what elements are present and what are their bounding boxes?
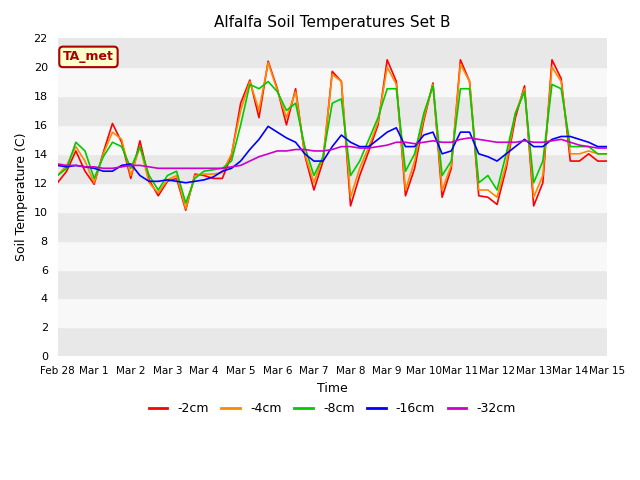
Bar (58, 270, 607, 299)
Bar (58, 96, 607, 125)
X-axis label: Time: Time (317, 382, 348, 395)
Bar (58, 327, 607, 356)
Legend: -2cm, -4cm, -8cm, -16cm, -32cm: -2cm, -4cm, -8cm, -16cm, -32cm (143, 397, 521, 420)
Bar (58, 38, 607, 67)
Text: TA_met: TA_met (63, 50, 114, 63)
Bar (58, 212, 607, 240)
Bar (58, 125, 607, 154)
Bar (58, 240, 607, 270)
Y-axis label: Soil Temperature (C): Soil Temperature (C) (15, 133, 28, 262)
Bar (58, 154, 607, 183)
Bar (58, 67, 607, 96)
Bar (58, 183, 607, 212)
Bar (58, 299, 607, 327)
Title: Alfalfa Soil Temperatures Set B: Alfalfa Soil Temperatures Set B (214, 15, 451, 30)
